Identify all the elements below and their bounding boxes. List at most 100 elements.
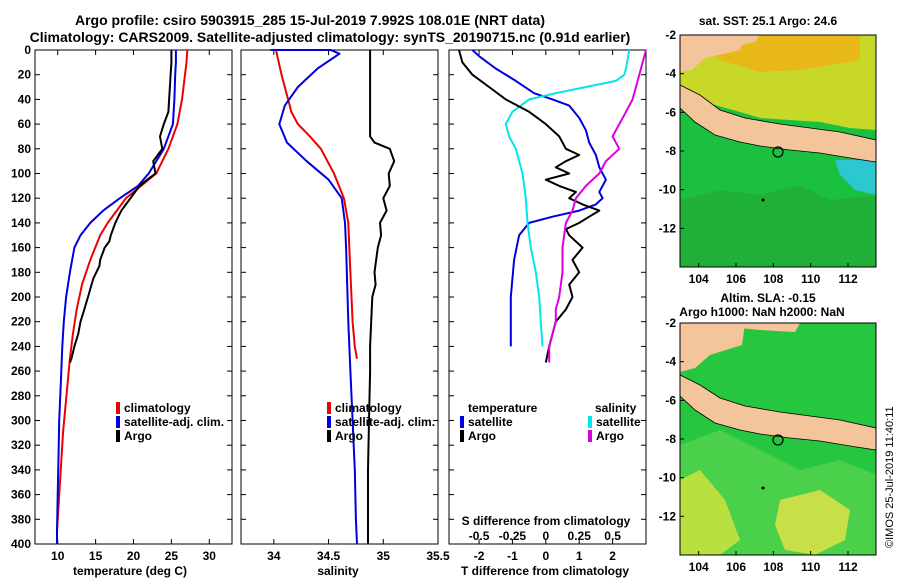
depth-tick-label: 380 [11,512,31,526]
legend-swatch-argo-s [588,430,592,442]
sla-map [679,322,877,556]
map-y-tick-label: -10 [659,471,677,485]
series-line [56,49,189,544]
x-tick-label: 34 [267,549,281,563]
legend-swatch-satellite [327,416,331,428]
title-line1: Argo profile: csiro 5903915_285 15-Jul-2… [75,12,545,28]
temperature-chart: 10 15 20 25 30 [35,49,232,563]
map-x-tick-label: 112 [838,560,858,574]
map-x-tick-label: 110 [801,272,821,286]
depth-tick-label: 80 [18,142,32,156]
series-line [68,50,173,363]
x-tick-label: 35 [377,549,391,563]
island-dot-2 [761,486,765,490]
depth-tick-label: 180 [11,265,31,279]
map-x-tick-label: 110 [801,560,821,574]
map-x-tick-label: 108 [763,272,783,286]
depth-tick-label: 260 [11,364,31,378]
argo-marker-sla [772,434,784,446]
map-y-tick-label: -12 [659,509,677,523]
x-tick-label: 34.5 [317,549,341,563]
legend-swatch-satellite [116,416,120,428]
argo-marker-sst [772,146,784,158]
map-x-tick-label: 108 [763,560,783,574]
legend-label: Argo [468,429,496,443]
depth-tick-label: 300 [11,414,31,428]
series-line [270,49,358,545]
depth-tick-label: 0 [24,43,31,57]
java-land [679,84,877,163]
map-y-tick-label: -6 [665,105,676,119]
legend-swatch-argo [327,430,331,442]
map-y-tick-label: -6 [665,393,676,407]
s-tick-label: 0.5 [604,529,621,543]
sla-high-right [775,490,850,555]
series-line [56,50,177,544]
legend-label: Argo [124,429,152,443]
difference-panel [448,49,647,545]
series-line [367,50,396,544]
x-tick-label: 25 [165,549,179,563]
map-y-top-label: -2 [665,28,676,42]
legend-swatch-climatology [327,402,331,414]
x-tick-label: 35.5 [426,549,450,563]
map-y-tick-label: -4 [665,355,676,369]
depth-tick-label: 20 [18,68,32,82]
map-y-tick-label: -4 [665,67,676,81]
series-line [275,49,358,359]
map-x-tick-label: 106 [726,560,746,574]
difference-chart: -2 -1 0 1 2 -0.5 -0.25 0 0.25 0.5 [449,49,647,563]
depth-tick-label: 160 [11,241,31,255]
legend-label: Argo [596,429,624,443]
depth-tick-label: 60 [18,117,32,131]
depth-tick-label: 140 [11,216,31,230]
s-tick-label: 0.25 [568,529,592,543]
legend-swatch-argo [116,430,120,442]
legend-title-salinity: salinity [595,401,637,415]
legend-title-temperature: temperature [468,401,538,415]
depth-tick-label: 100 [11,167,31,181]
s-tick-label: -0.5 [469,529,490,543]
x-tick-label: 10 [51,549,65,563]
legend-swatch-satellite-s [588,416,592,428]
s-tick-label: -0.25 [499,529,527,543]
island-dot [761,198,765,202]
map-y-tick-label: -12 [659,221,677,235]
sla-map-title: Altim. SLA: -0.15 [720,291,816,305]
legend-label: satellite [596,415,641,429]
series-line [504,49,631,347]
map-y-top-label: -2 [665,316,676,330]
x-tick-label: 2 [609,549,616,563]
land-nw-2 [680,323,745,372]
sumatra-land [680,35,760,45]
map-x-tick-label: 104 [689,272,709,286]
temperature-xlabel: temperature (deg C) [73,564,187,578]
salinity-chart: 34 34.5 35 35.5 [241,49,450,563]
depth-tick-label: 240 [11,339,31,353]
depth-tick-label: 400 [11,537,31,551]
title-line2: Climatology: CARS2009. Satellite-adjuste… [30,29,631,45]
temperature-panel [34,49,233,545]
depth-tick-label: 200 [11,290,31,304]
sst-map-axes: 104 106 108 110 112 -4 -6 -8 -10 -12 -2 [659,28,858,286]
x-tick-label: 30 [203,549,217,563]
map-x-tick-label: 112 [838,272,858,286]
salinity-panel [240,49,439,545]
legend-label: satellite [468,415,513,429]
legend-label: climatology [124,401,191,415]
imos-stamp: ©IMOS 25-Jul-2019 11:40:11 [884,406,896,548]
depth-tick-label: 40 [18,92,32,106]
series-line [548,49,647,363]
depth-tick-label: 340 [11,463,31,477]
legend-swatch-satellite-t [460,416,464,428]
temperature-legend: climatology satellite-adj. clim. Argo [116,401,224,443]
x-tick-label: 20 [127,549,141,563]
sst-cold-patch [835,160,876,195]
map-y-tick-label: -10 [659,183,677,197]
depth-tick-label: 220 [11,315,31,329]
s-tick-label: 0 [542,529,549,543]
s-difference-label: S difference from climatology [462,514,631,528]
legend-swatch-climatology [116,402,120,414]
sst-map [679,34,877,268]
legend-swatch-argo-t [460,430,464,442]
